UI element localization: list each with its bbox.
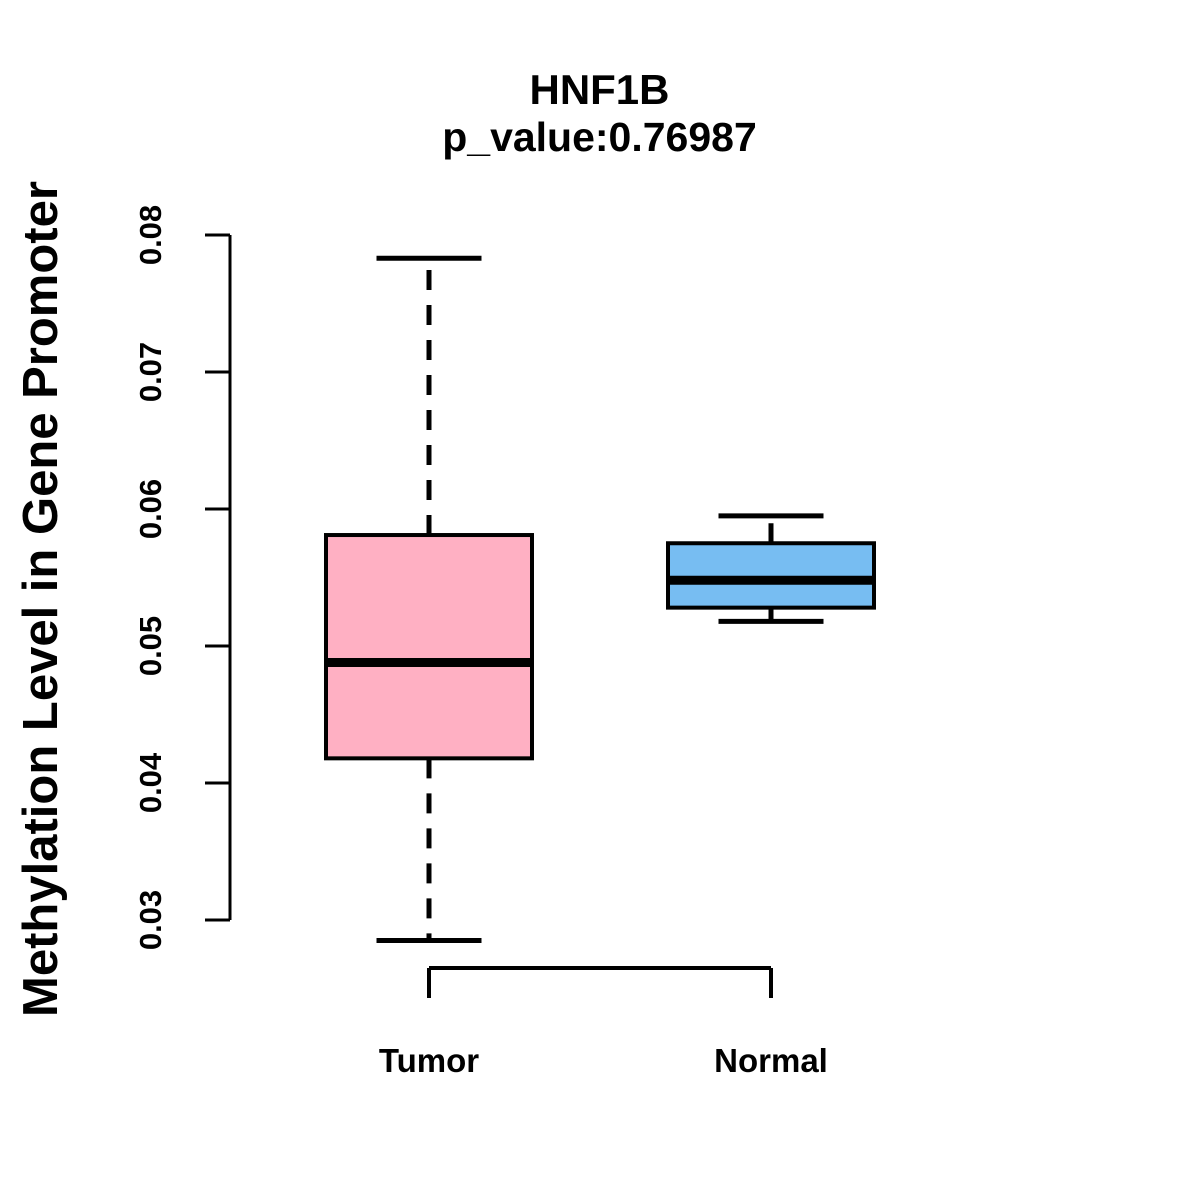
chart-subtitle: p_value:0.76987 [442, 114, 757, 160]
tumor-box [324, 533, 534, 761]
y-tick-label: 0.08 [133, 204, 168, 266]
y-tick-label: 0.04 [133, 752, 168, 814]
x-category-label-tumor: Tumor [378, 1042, 480, 1079]
y-tick-label: 0.03 [133, 889, 168, 951]
y-tick-label: 0.05 [133, 615, 168, 677]
x-category-label-normal: Normal [714, 1042, 828, 1079]
y-tick-label: 0.07 [133, 341, 168, 403]
chart-title: HNF1B [529, 66, 670, 113]
normal-box [666, 541, 876, 610]
y-tick-label: 0.06 [133, 478, 168, 540]
